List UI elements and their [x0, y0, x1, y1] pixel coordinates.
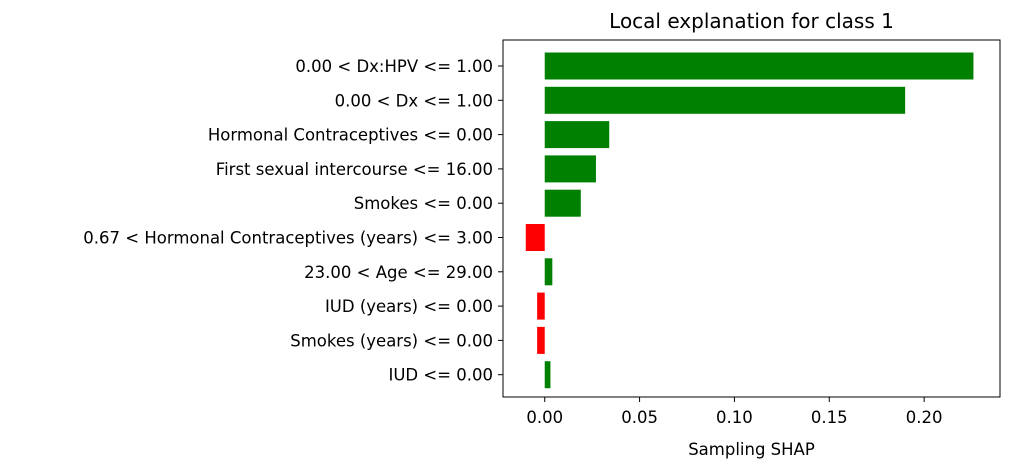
x-tick-label: 0.20	[906, 408, 943, 427]
y-tick-label: 23.00 < Age <= 29.00	[304, 263, 493, 282]
bars-group	[525, 52, 974, 389]
bar	[537, 292, 545, 320]
y-tick-label: IUD (years) <= 0.00	[325, 297, 493, 316]
y-tick-label: Smokes (years) <= 0.00	[290, 331, 493, 350]
x-tick-label: 0.05	[621, 408, 658, 427]
y-tick-label: First sexual intercourse <= 16.00	[216, 160, 493, 179]
plot-frame	[502, 39, 1001, 398]
bar	[544, 155, 596, 183]
bar	[544, 361, 551, 389]
y-tick-label: Hormonal Contraceptives <= 0.00	[208, 126, 493, 145]
x-tick-label: 0.10	[716, 408, 753, 427]
x-tick-label: 0.00	[526, 408, 563, 427]
bar	[544, 86, 906, 114]
y-tick-label: 0.67 < Hormonal Contraceptives (years) <…	[83, 229, 493, 248]
bar	[544, 52, 974, 80]
bar	[537, 326, 545, 354]
x-axis-label: Sampling SHAP	[688, 440, 815, 459]
x-tick-label: 0.15	[811, 408, 848, 427]
bar	[544, 121, 610, 149]
x-axis: 0.00 0.05 0.10 0.15 0.20	[526, 397, 942, 427]
bar	[525, 224, 545, 251]
bar	[544, 189, 581, 217]
y-tick-label: Smokes <= 0.00	[354, 194, 493, 213]
y-tick-label: 0.00 < Dx:HPV <= 1.00	[295, 57, 493, 76]
bar	[544, 258, 553, 286]
y-tick-label: IUD <= 0.00	[388, 366, 493, 385]
y-tick-label: 0.00 < Dx <= 1.00	[335, 91, 493, 110]
y-tick-labels: 0.00 < Dx:HPV <= 1.00 0.00 < Dx <= 1.00 Ho…	[83, 57, 503, 385]
chart-title: Local explanation for class 1	[609, 9, 894, 33]
